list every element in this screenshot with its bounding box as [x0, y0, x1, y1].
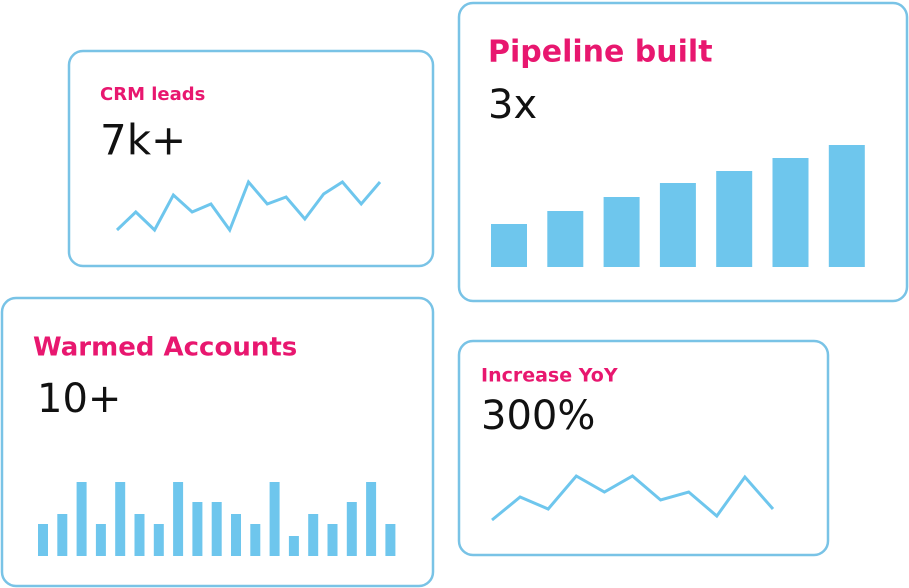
bar [547, 211, 584, 267]
card-frame [457, 339, 830, 557]
bar [772, 158, 809, 267]
bar [57, 514, 68, 556]
card-headline: 7k+ [100, 116, 186, 165]
bar [828, 145, 865, 267]
sparkline [115, 179, 382, 234]
bar [76, 482, 87, 556]
bar [491, 224, 527, 267]
bar [603, 197, 640, 267]
card-title: CRM leads [100, 84, 205, 105]
card-headline: 10+ [37, 376, 121, 422]
bar [346, 502, 357, 556]
bar [153, 524, 164, 556]
stat-card: Pipeline built 3x [457, 1, 909, 303]
bar [173, 482, 184, 556]
bar [659, 183, 696, 267]
bar [288, 536, 299, 556]
stat-card: Increase YoY 300% [457, 339, 830, 557]
bar [192, 502, 203, 556]
bar [269, 482, 280, 556]
card-frame [0, 296, 435, 588]
bar [211, 502, 222, 556]
stat-card: Warmed Accounts 10+ [0, 296, 435, 588]
bar [231, 514, 241, 556]
card-headline: 300% [481, 393, 595, 439]
card-headline: 3x [488, 82, 537, 128]
stat-card: CRM leads 7k+ [67, 49, 435, 268]
card-title: Increase YoY [481, 365, 618, 387]
bar [250, 524, 261, 556]
sparkline [491, 474, 775, 522]
bar [95, 524, 106, 556]
bar [327, 524, 338, 556]
bar [716, 171, 753, 267]
bar [38, 524, 48, 556]
bar [308, 514, 319, 556]
bar [134, 514, 145, 556]
card-title: Pipeline built [488, 35, 713, 70]
card-title: Warmed Accounts [33, 333, 297, 363]
bar [115, 482, 126, 556]
card-frame [67, 49, 435, 268]
bar [385, 524, 396, 556]
bar [366, 482, 377, 556]
